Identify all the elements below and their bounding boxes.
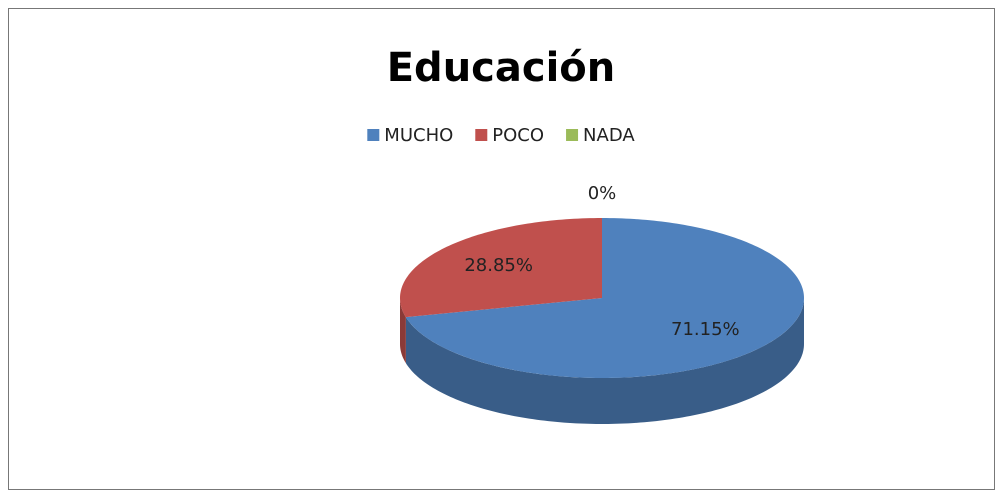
data-label: 28.85%: [464, 255, 533, 276]
legend-swatch: [475, 129, 488, 141]
chart-title: Educación: [387, 45, 616, 91]
legend-label: MUCHO: [384, 125, 453, 146]
pie-sides: [400, 298, 804, 424]
pie-slice: [405, 218, 804, 378]
legend-swatch: [367, 129, 380, 141]
data-labels: 71.15% 28.85% 0%: [464, 183, 739, 340]
legend: MUCHO POCO NADA: [367, 125, 635, 146]
pie-side: [405, 298, 804, 424]
pie-slice: [400, 218, 602, 318]
legend-swatch: [566, 129, 579, 141]
pie-tops: [400, 218, 804, 378]
legend-label: POCO: [492, 125, 544, 146]
legend-label: NADA: [583, 125, 635, 146]
pie-side: [400, 298, 406, 364]
data-label: 0%: [588, 183, 617, 204]
data-label: 71.15%: [671, 319, 740, 340]
